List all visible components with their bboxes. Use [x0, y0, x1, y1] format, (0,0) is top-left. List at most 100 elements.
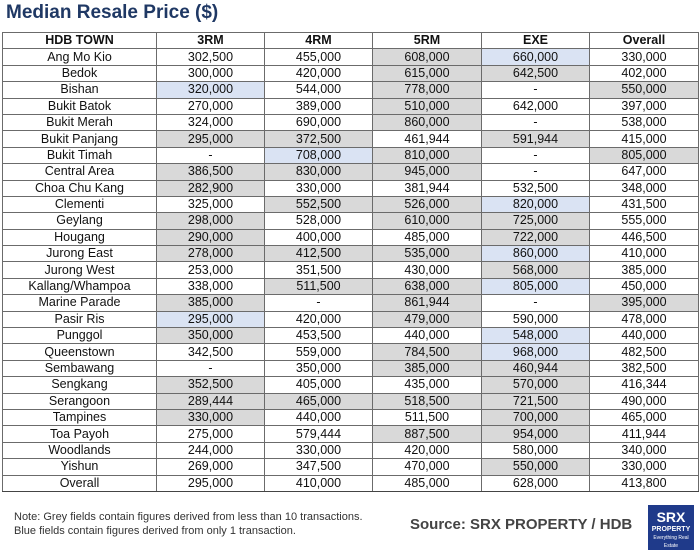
cell-town: Overall — [2, 474, 157, 492]
cell-5rm: 485,000 — [372, 228, 482, 247]
cell-overall: 538,000 — [589, 113, 699, 132]
cell-3rm: 386,500 — [156, 163, 265, 181]
table-row: Sembawang -350,000 385,000 460,944 382,500 — [2, 359, 699, 378]
cell-overall: 397,000 — [589, 97, 699, 115]
source-credit: Source: SRX PROPERTY / HDB — [410, 516, 633, 533]
cell-exe: 591,944 — [481, 130, 590, 148]
cell-town: Bukit Timah — [2, 146, 157, 165]
cell-exe: 642,500 — [481, 64, 590, 83]
cell-5rm: 608,000 — [372, 48, 482, 66]
cell-overall: 647,000 — [589, 163, 699, 181]
table-row: Geylang 298,000 528,000 610,000 725,000 555,0… — [2, 212, 699, 230]
cell-exe: 460,944 — [481, 359, 590, 378]
cell-exe: 700,000 — [481, 408, 590, 427]
cell-town: Bishan — [2, 81, 157, 99]
cell-4rm: 412,500 — [264, 245, 373, 263]
table-body: Ang Mo Kio 302,500 455,000 608,000 660,000 33… — [2, 48, 699, 492]
table-row: Punggol 350,000 453,500 440,000 548,000 440,0… — [2, 327, 699, 345]
cell-5rm: 420,000 — [372, 441, 482, 460]
cell-5rm: 470,000 — [372, 458, 482, 476]
cell-4rm: 453,500 — [264, 327, 373, 345]
cell-3rm: 298,000 — [156, 212, 265, 230]
cell-town: Kallang/Whampoa — [2, 277, 157, 296]
table-row: Kallang/Whampoa 338,000 511,500 638,000 805,… — [2, 277, 699, 296]
logo-line-1: SRX — [656, 509, 686, 525]
cell-3rm: 253,000 — [156, 261, 265, 279]
header-3rm: 3RM — [156, 31, 265, 50]
cell-5rm: 887,500 — [372, 425, 482, 443]
cell-exe: 568,000 — [481, 261, 590, 279]
cell-overall: 385,000 — [589, 261, 699, 279]
cell-5rm: 485,000 — [372, 474, 482, 492]
cell-3rm: 320,000 — [156, 81, 265, 99]
cell-overall: 416,344 — [589, 376, 699, 394]
cell-overall: 465,000 — [589, 408, 699, 427]
cell-5rm: 615,000 — [372, 64, 482, 83]
table-row: Pasir Ris 295,000 420,000 479,000 590,000 478… — [2, 310, 699, 329]
header-exe: EXE — [481, 31, 590, 50]
cell-exe: 820,000 — [481, 195, 590, 214]
cell-exe: - — [481, 113, 590, 132]
cell-town: Choa Chu Kang — [2, 179, 157, 197]
cell-3rm: 342,500 — [156, 343, 265, 361]
cell-overall: 340,000 — [589, 441, 699, 460]
cell-4rm: 690,000 — [264, 113, 373, 132]
cell-4rm: 420,000 — [264, 310, 373, 329]
cell-town: Serangoon — [2, 392, 157, 410]
table-row: Bedok 300,000 420,000 615,000 642,500 402,000 — [2, 64, 699, 83]
cell-3rm: 302,500 — [156, 48, 265, 66]
cell-overall: 415,000 — [589, 130, 699, 148]
cell-town: Pasir Ris — [2, 310, 157, 329]
table-row: Woodlands 244,000 330,000 420,000 580,000 340… — [2, 441, 699, 460]
cell-5rm: 535,000 — [372, 245, 482, 263]
cell-4rm: 351,500 — [264, 261, 373, 279]
table-row: Yishun 269,000 347,500 470,000 550,000 330,00… — [2, 458, 699, 476]
cell-4rm: 420,000 — [264, 64, 373, 83]
cell-4rm: 389,000 — [264, 97, 373, 115]
cell-4rm: 579,444 — [264, 425, 373, 443]
cell-overall: 555,000 — [589, 212, 699, 230]
cell-5rm: 385,000 — [372, 359, 482, 378]
table-row: Bukit Batok 270,000 389,000 510,000 642,000 3… — [2, 97, 699, 115]
cell-4rm: 465,000 — [264, 392, 373, 410]
legend-note: Note: Grey fields contain figures derive… — [14, 510, 363, 538]
cell-5rm: 440,000 — [372, 327, 482, 345]
cell-4rm: 350,000 — [264, 359, 373, 378]
cell-town: Central Area — [2, 163, 157, 181]
cell-town: Tampines — [2, 408, 157, 427]
cell-overall: 330,000 — [589, 48, 699, 66]
cell-3rm: 295,000 — [156, 474, 265, 492]
cell-overall: 395,000 — [589, 294, 699, 312]
header-overall: Overall — [589, 31, 699, 50]
cell-5rm: 860,000 — [372, 113, 482, 132]
cell-town: Ang Mo Kio — [2, 48, 157, 66]
cell-overall: 446,500 — [589, 228, 699, 247]
cell-exe: 550,000 — [481, 458, 590, 476]
table-row: Overall 295,000 410,000 485,000 628,000 413,8… — [2, 474, 699, 492]
cell-overall: 490,000 — [589, 392, 699, 410]
table-row: Jurong East 278,000 412,500 535,000 860,000 4… — [2, 245, 699, 263]
cell-4rm: 544,000 — [264, 81, 373, 99]
cell-town: Bukit Batok — [2, 97, 157, 115]
cell-5rm: 638,000 — [372, 277, 482, 296]
cell-3rm: 330,000 — [156, 408, 265, 427]
cell-exe: 548,000 — [481, 327, 590, 345]
table-row: Queenstown 342,500 559,000 784,500 968,000 48… — [2, 343, 699, 361]
cell-exe: 628,000 — [481, 474, 590, 492]
cell-town: Bukit Panjang — [2, 130, 157, 148]
logo-line-2: PROPERTY — [651, 526, 691, 533]
cell-exe: 532,500 — [481, 179, 590, 197]
cell-exe: 590,000 — [481, 310, 590, 329]
table-row: Marine Parade 385,000-861,944-395,000 — [2, 294, 699, 312]
cell-3rm: 295,000 — [156, 310, 265, 329]
table-row: Sengkang 352,500 405,000 435,000 570,000 416,… — [2, 376, 699, 394]
cell-exe: - — [481, 163, 590, 181]
header-4rm: 4RM — [264, 31, 373, 50]
cell-5rm: 510,000 — [372, 97, 482, 115]
cell-3rm: 338,000 — [156, 277, 265, 296]
cell-town: Geylang — [2, 212, 157, 230]
cell-exe: 570,000 — [481, 376, 590, 394]
cell-town: Hougang — [2, 228, 157, 247]
cell-exe: 954,000 — [481, 425, 590, 443]
cell-4rm: 455,000 — [264, 48, 373, 66]
